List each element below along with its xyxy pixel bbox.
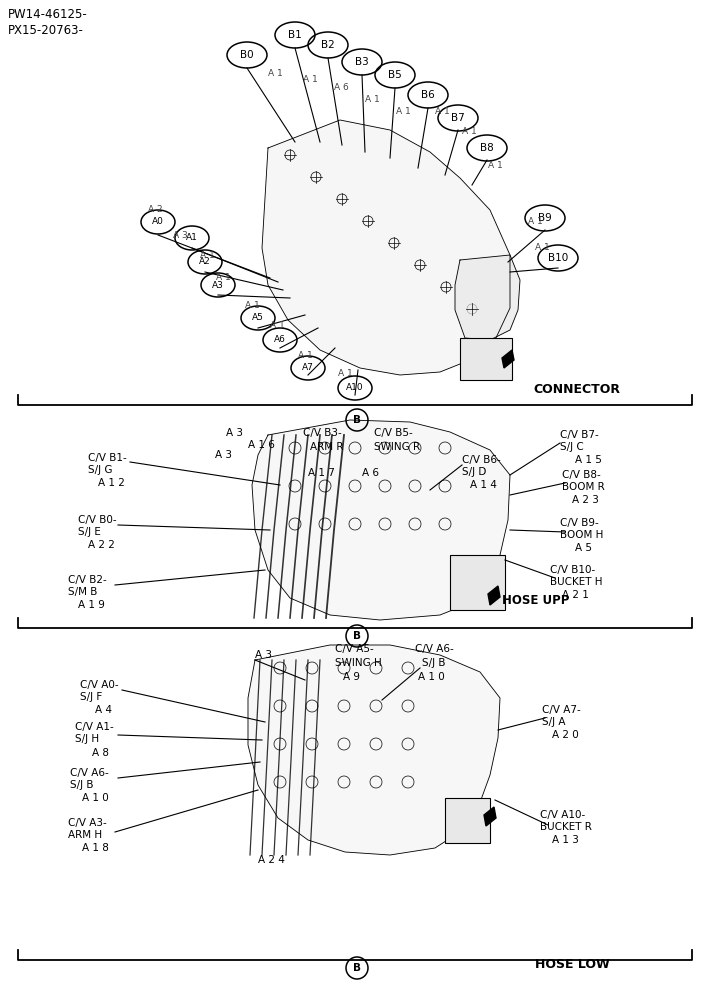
Polygon shape (484, 807, 496, 826)
Text: C/V B0-
S/J E: C/V B0- S/J E (78, 515, 117, 537)
Bar (445, 798, 490, 843)
Text: PW14-46125-: PW14-46125- (8, 8, 88, 21)
Polygon shape (488, 586, 500, 605)
Text: C/V B3-: C/V B3- (303, 428, 342, 438)
Polygon shape (252, 420, 510, 620)
Text: A 1 0: A 1 0 (82, 793, 109, 803)
Text: B7: B7 (451, 113, 465, 123)
Text: A 1 7: A 1 7 (308, 468, 335, 478)
Text: C/V B7-
S/J C: C/V B7- S/J C (560, 430, 599, 452)
Text: C/V A6-: C/V A6- (415, 644, 454, 654)
Text: A 1 6: A 1 6 (248, 440, 275, 450)
Text: A 1 2: A 1 2 (98, 478, 125, 488)
Text: A 6: A 6 (334, 84, 349, 93)
Text: C/V B9-
BOOM H: C/V B9- BOOM H (560, 518, 603, 540)
Text: C/V A0-
S/J F: C/V A0- S/J F (80, 680, 119, 702)
Text: A 1: A 1 (216, 273, 231, 282)
Text: A 1: A 1 (268, 68, 282, 78)
Text: C/V B1-
S/J G: C/V B1- S/J G (88, 453, 127, 475)
Text: C/V A3-
ARM H: C/V A3- ARM H (68, 818, 107, 840)
Text: C/V B6-
S/J D: C/V B6- S/J D (462, 455, 501, 477)
Text: A0: A0 (152, 218, 164, 227)
Text: A 2: A 2 (148, 206, 163, 215)
Text: A 3: A 3 (173, 231, 188, 239)
Text: B5: B5 (388, 70, 402, 80)
Text: C/V A6-
S/J B: C/V A6- S/J B (70, 768, 109, 790)
Text: A 2 2: A 2 2 (88, 540, 115, 550)
Text: A 1 4: A 1 4 (470, 480, 497, 490)
Text: C/V A5-: C/V A5- (335, 644, 374, 654)
Polygon shape (248, 645, 500, 855)
Text: A 1: A 1 (365, 96, 379, 104)
Text: A 1: A 1 (200, 250, 215, 259)
Text: SWING R: SWING R (374, 442, 420, 452)
Text: A 1: A 1 (535, 243, 549, 252)
Text: A 2 0: A 2 0 (552, 730, 578, 740)
Text: HOSE LOW: HOSE LOW (535, 958, 610, 972)
Text: CONNECTOR: CONNECTOR (533, 383, 620, 396)
Text: A3: A3 (212, 280, 224, 290)
Text: B10: B10 (548, 253, 568, 263)
Text: B0: B0 (240, 50, 253, 60)
Text: ARM R: ARM R (310, 442, 343, 452)
Text: A 1 0: A 1 0 (418, 672, 445, 682)
Text: A1: A1 (186, 233, 198, 242)
Text: A 3: A 3 (226, 428, 243, 438)
Polygon shape (455, 255, 520, 340)
Text: A 1: A 1 (396, 107, 411, 116)
Text: B: B (353, 631, 361, 641)
Text: A 9: A 9 (343, 672, 360, 682)
Text: C/V A10-
BUCKET R: C/V A10- BUCKET R (540, 810, 592, 832)
Text: B9: B9 (538, 213, 552, 223)
Text: B: B (353, 963, 361, 973)
Text: A 1 9: A 1 9 (78, 600, 105, 610)
Text: HOSE UPP: HOSE UPP (502, 593, 569, 606)
Text: A 2 3: A 2 3 (572, 495, 599, 505)
Text: A10: A10 (346, 383, 364, 392)
Text: C/V B2-
S/M B: C/V B2- S/M B (68, 575, 107, 597)
Text: A 1 8: A 1 8 (82, 843, 109, 853)
Text: C/V B8-
BOOM R: C/V B8- BOOM R (562, 470, 605, 492)
Text: A 3: A 3 (215, 450, 232, 460)
Bar (460, 338, 512, 380)
Text: A 1: A 1 (462, 127, 476, 136)
Bar (450, 555, 505, 610)
Text: A2: A2 (199, 257, 211, 266)
Text: A 1: A 1 (528, 218, 543, 227)
Text: A 3: A 3 (255, 650, 272, 660)
Text: A 1 5: A 1 5 (575, 455, 602, 465)
Text: SWING H: SWING H (335, 658, 382, 668)
Text: A 4: A 4 (95, 705, 112, 715)
Text: A 1: A 1 (338, 368, 353, 377)
Text: A 1: A 1 (488, 160, 503, 169)
Polygon shape (262, 120, 510, 375)
Text: A 1: A 1 (298, 351, 313, 360)
Text: S/J B: S/J B (422, 658, 445, 668)
Text: A 2 1: A 2 1 (562, 590, 589, 600)
Text: A 1 3: A 1 3 (552, 835, 579, 845)
Text: A 1: A 1 (303, 76, 318, 85)
Text: PX15-20763-: PX15-20763- (8, 24, 84, 37)
Text: A5: A5 (252, 314, 264, 322)
Text: C/V A1-
S/J H: C/V A1- S/J H (75, 722, 114, 744)
Text: A6: A6 (274, 336, 286, 344)
Text: A 8: A 8 (92, 748, 109, 758)
Text: A 1: A 1 (435, 107, 450, 116)
Text: A 1: A 1 (245, 300, 260, 310)
Text: A 1: A 1 (270, 320, 285, 330)
Text: C/V B10-
BUCKET H: C/V B10- BUCKET H (550, 565, 603, 587)
Text: B2: B2 (321, 40, 335, 50)
Text: A 2 4: A 2 4 (258, 855, 285, 865)
Text: B1: B1 (288, 30, 302, 40)
Text: B6: B6 (421, 90, 435, 100)
Polygon shape (502, 350, 514, 368)
Text: C/V A7-
S/J A: C/V A7- S/J A (542, 705, 581, 727)
Text: A 6: A 6 (362, 468, 379, 478)
Text: A7: A7 (302, 363, 314, 372)
Text: C/V B5-: C/V B5- (374, 428, 413, 438)
Text: A 5: A 5 (575, 543, 592, 553)
Text: B8: B8 (480, 143, 494, 153)
Text: B3: B3 (355, 57, 369, 67)
Text: B: B (353, 415, 361, 425)
